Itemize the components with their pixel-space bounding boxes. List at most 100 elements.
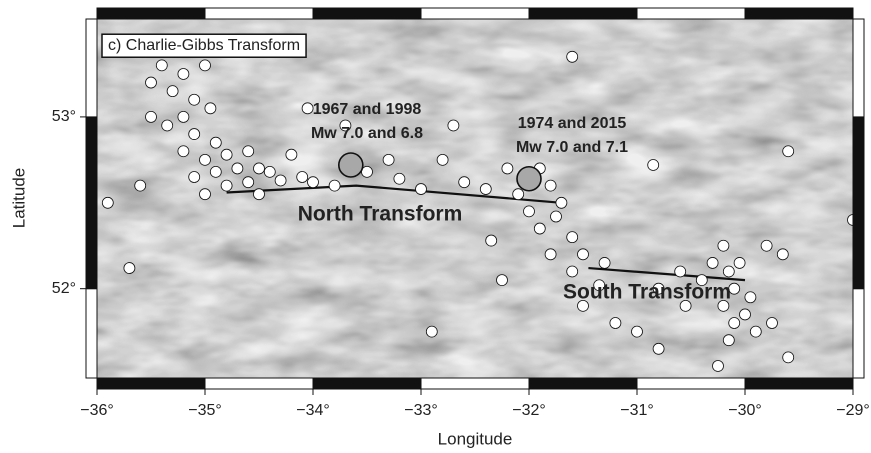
earthquake — [729, 318, 740, 329]
earthquake — [750, 326, 761, 337]
x-tick-label: −32° — [512, 402, 546, 419]
frame-band — [853, 19, 864, 117]
y-axis-title: Latitude — [9, 168, 28, 229]
earthquake — [189, 172, 200, 183]
earthquake — [221, 149, 232, 160]
earthquake — [767, 318, 778, 329]
earthquake — [599, 257, 610, 268]
earthquake — [567, 232, 578, 243]
earthquake — [178, 146, 189, 157]
annotation: South Transform — [563, 281, 731, 304]
earthquake — [302, 103, 313, 114]
x-tick-label: −29° — [836, 402, 870, 419]
historic-earthquake — [517, 167, 541, 191]
earthquake — [783, 146, 794, 157]
earthquake — [545, 180, 556, 191]
x-tick-label: −33° — [404, 402, 438, 419]
earthquake — [610, 318, 621, 329]
earthquake — [567, 266, 578, 277]
frame-band — [86, 289, 97, 378]
earthquake — [102, 197, 113, 208]
frame-band — [421, 378, 529, 389]
x-tick-label: −34° — [296, 402, 330, 419]
earthquake — [524, 206, 535, 217]
frame-band — [313, 378, 421, 389]
earthquake — [545, 249, 556, 260]
earthquake — [221, 180, 232, 191]
earthquake — [740, 309, 751, 320]
frame-band — [853, 289, 864, 378]
frame-band — [205, 8, 313, 19]
earthquake — [297, 172, 308, 183]
earthquake — [426, 326, 437, 337]
earthquake — [200, 60, 211, 71]
earthquake — [745, 292, 756, 303]
earthquake — [205, 103, 216, 114]
annotation: c) Charlie-Gibbs Transform — [108, 37, 300, 54]
earthquake — [723, 335, 734, 346]
earthquake — [275, 175, 286, 186]
earthquake — [675, 266, 686, 277]
earthquake — [162, 120, 173, 131]
earthquake — [329, 180, 340, 191]
x-tick-label: −36° — [80, 402, 114, 419]
earthquake — [459, 177, 470, 188]
x-tick-label: −30° — [728, 402, 762, 419]
frame-band — [313, 8, 421, 19]
earthquake — [124, 263, 135, 274]
earthquake — [567, 51, 578, 62]
x-tick-label: −35° — [188, 402, 222, 419]
earthquake — [578, 249, 589, 260]
annotation: Mw 7.0 and 6.8 — [311, 125, 423, 142]
earthquake — [723, 266, 734, 277]
earthquake — [146, 77, 157, 88]
earthquake — [448, 120, 459, 131]
annotation: 1974 and 2015 — [518, 115, 627, 132]
earthquake — [178, 111, 189, 122]
earthquake — [502, 163, 513, 174]
earthquake — [189, 94, 200, 105]
earthquake — [783, 352, 794, 363]
earthquake — [551, 211, 562, 222]
frame-band — [86, 19, 97, 117]
earthquake — [243, 146, 254, 157]
annotation: Mw 7.0 and 7.1 — [516, 139, 628, 156]
earthquake — [556, 197, 567, 208]
y-tick-label: 53° — [52, 108, 76, 125]
earthquake — [437, 154, 448, 165]
historic-earthquake — [339, 153, 363, 177]
earthquake — [497, 275, 508, 286]
frame-band — [97, 378, 205, 389]
frame-band — [529, 378, 637, 389]
earthquake — [308, 177, 319, 188]
earthquake — [513, 189, 524, 200]
earthquake — [200, 154, 211, 165]
earthquake — [632, 326, 643, 337]
earthquake — [534, 223, 545, 234]
earthquake — [243, 177, 254, 188]
earthquake — [383, 154, 394, 165]
earthquake — [210, 137, 221, 148]
earthquake — [394, 173, 405, 184]
earthquake — [254, 163, 265, 174]
earthquake — [486, 235, 497, 246]
earthquake — [189, 129, 200, 140]
frame-band — [637, 378, 745, 389]
frame-band — [97, 8, 205, 19]
earthquake — [653, 343, 664, 354]
earthquake — [254, 189, 265, 200]
earthquake — [648, 160, 659, 171]
frame-band — [745, 8, 853, 19]
earthquake — [713, 360, 724, 371]
earthquake — [146, 111, 157, 122]
annotation: 1967 and 1998 — [313, 101, 422, 118]
earthquake — [416, 184, 427, 195]
earthquake — [761, 240, 772, 251]
frame-band — [205, 378, 313, 389]
frame-band — [637, 8, 745, 19]
earthquake — [200, 189, 211, 200]
earthquake — [167, 86, 178, 97]
frame-band — [853, 117, 864, 289]
annotation: North Transform — [298, 203, 463, 226]
earthquake — [718, 240, 729, 251]
